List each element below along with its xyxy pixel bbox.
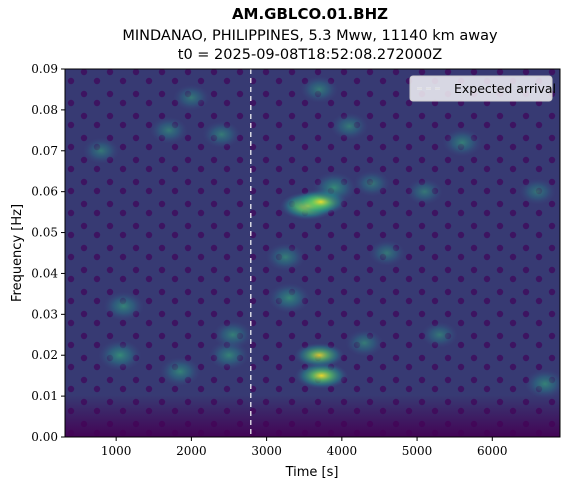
heat-hotspot-2 [312, 172, 357, 204]
heat-hotspot-13 [442, 128, 482, 157]
x-tick-label: 3000 [251, 444, 282, 458]
x-axis: 1000 2000 3000 4000 5000 6000 [101, 437, 508, 458]
chart-subtitle-time: t0 = 2025-09-08T18:52:08.272000Z [178, 47, 442, 63]
heat-hotspot-21 [368, 240, 406, 266]
heat-hotspot-18 [173, 84, 210, 111]
y-axis-label: Frequency [Hz] [10, 204, 25, 302]
y-tick-label: 0.01 [31, 389, 58, 403]
chart-title: AM.GBLCO.01.BHZ [232, 5, 388, 23]
legend-label: Expected arrival [454, 81, 556, 96]
x-tick-label: 4000 [327, 444, 358, 458]
legend: Expected arrival [409, 75, 556, 102]
heat-hotspot-14 [330, 112, 369, 140]
heat-hotspot-19 [519, 178, 556, 205]
y-tick-label: 0.06 [31, 185, 58, 199]
heat-hotspot-6 [265, 243, 306, 272]
plot-frame [64, 68, 561, 438]
y-tick-label: 0.05 [31, 226, 58, 240]
heat-hotspot-3 [295, 362, 349, 389]
heat-layer [82, 75, 560, 399]
heat-hotspot-8 [103, 291, 144, 321]
heat-hotspot-23 [82, 137, 120, 164]
heat-hotspot-24 [345, 329, 384, 357]
low-frequency-floor [65, 395, 560, 437]
heat-hotspot-12 [524, 369, 560, 399]
heat-hotspot-17 [300, 75, 339, 103]
plot-area [65, 69, 560, 437]
heat-hotspot-11 [213, 320, 253, 349]
y-tick-label: 0.02 [31, 348, 58, 362]
heat-hotspot-9 [159, 357, 201, 387]
heat-hotspot-20 [406, 178, 443, 205]
heat-hotspot-7 [98, 339, 142, 371]
y-tick-label: 0.07 [31, 144, 58, 158]
y-tick-label: 0.09 [31, 62, 58, 76]
heat-hotspot-15 [149, 116, 188, 144]
y-tick-label: 0.08 [31, 103, 58, 117]
chart-subtitle: MINDANAO, PHILIPPINES, 5.3 Mww, 11140 km… [122, 28, 498, 44]
heat-hotspot-5 [268, 282, 311, 313]
y-tick-label: 0.00 [31, 430, 58, 444]
x-tick-label: 5000 [402, 444, 433, 458]
heat-hotspot-16 [202, 120, 241, 148]
x-tick-label: 2000 [176, 444, 207, 458]
heat-hotspot-4 [294, 343, 345, 368]
heat-hotspot-22 [421, 321, 458, 348]
x-tick-label: 1000 [101, 444, 132, 458]
x-tick-label: 6000 [477, 444, 508, 458]
y-tick-label: 0.03 [31, 307, 58, 321]
y-tick-label: 0.04 [31, 266, 58, 280]
legend-box [409, 75, 553, 102]
y-axis: 0.00 0.01 0.02 0.03 0.04 0.05 0.06 0.07 0.08 0.09 [31, 62, 65, 444]
heat-hotspot-25 [353, 170, 391, 197]
x-axis-label: Time [s] [285, 465, 339, 480]
